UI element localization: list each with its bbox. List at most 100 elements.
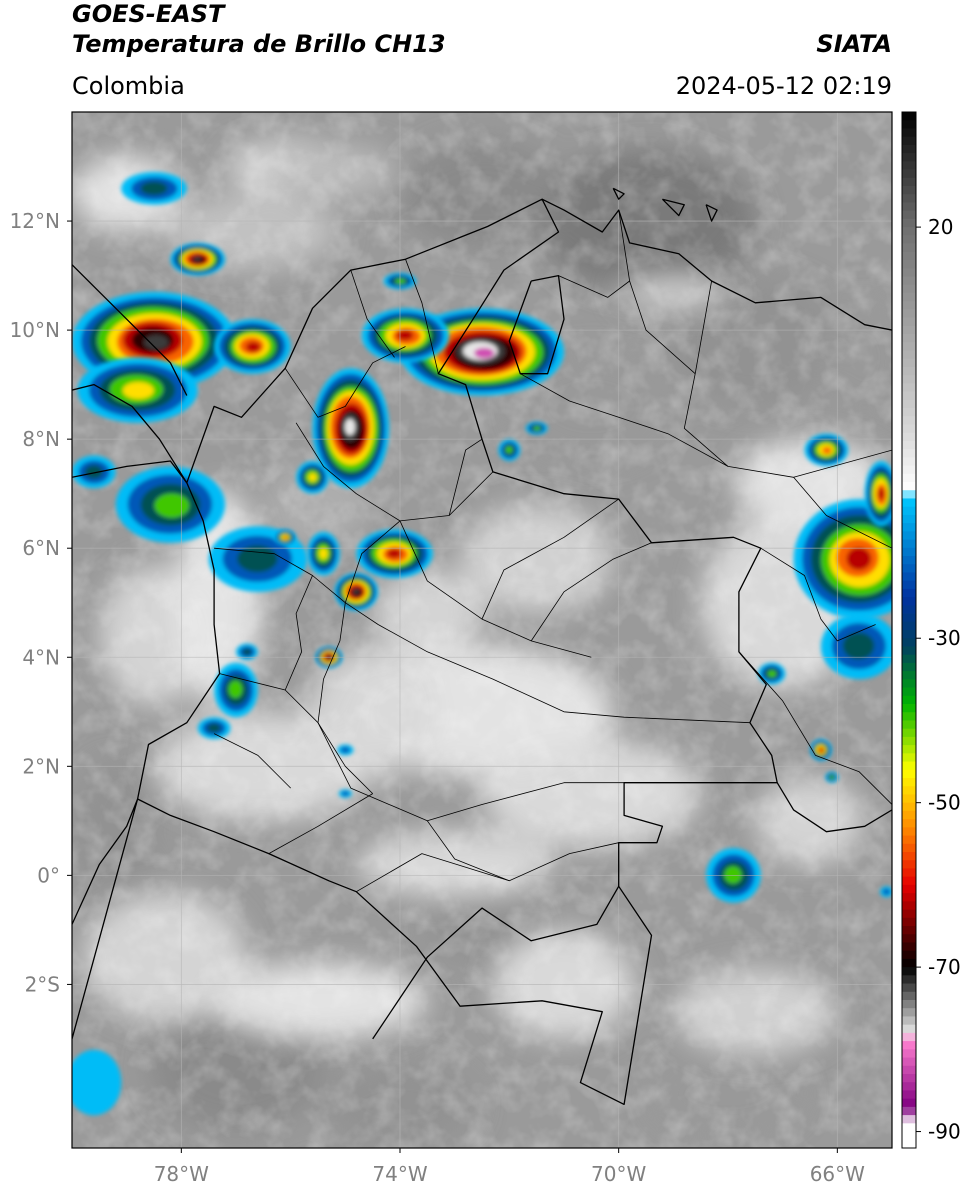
colorbar-segment: [902, 539, 916, 549]
colorbar-segment: [902, 366, 916, 376]
lat-tick-label: 4°N: [22, 645, 60, 669]
colorbar-segment: [902, 868, 916, 878]
boundary-panama: [72, 383, 188, 484]
colorbar-segment: [902, 556, 916, 565]
satellite-title: GOES-EAST: [72, 0, 225, 28]
storm-ring: [154, 493, 190, 518]
colorbar-segment: [902, 1074, 916, 1083]
colorbar-segment: [902, 260, 916, 269]
boundary-margarita: [925, 270, 958, 281]
colorbar-segment: [902, 745, 916, 754]
storm-ring: [308, 473, 317, 482]
colorbar-segment: [902, 523, 916, 532]
colorbar-segment: [902, 654, 916, 664]
colorbar-segment: [902, 432, 916, 442]
colorbar-segment: [902, 235, 916, 244]
lat-tick-label: 12°N: [10, 209, 60, 233]
internal-division-14: [426, 820, 510, 882]
latitude-ticks: 12°N 10°N 8°N 6°N 4°N 2°N 0° 2°S: [10, 209, 72, 996]
colorbar-segment: [902, 564, 916, 573]
longitude-ticks: 78°W 74°W 70°W 66°W: [154, 1148, 865, 1186]
colorbar-segment: [902, 383, 916, 392]
storm-cell-23: [793, 499, 892, 620]
colorbar-segment: [902, 679, 916, 688]
boundary-colombia: [136, 198, 778, 1106]
lat-tick-label: 2°S: [25, 972, 60, 996]
timestamp-label: 2024-05-12 02:19: [675, 72, 892, 100]
colorbar-segment: [902, 934, 916, 943]
colorbar-segment: [902, 1024, 916, 1034]
colorbar-segment: [902, 597, 916, 606]
colorbar-segment: [902, 424, 916, 434]
colorbar-segment: [902, 950, 916, 960]
colorbar-segment: [902, 819, 916, 828]
colorbar-segment: [902, 1016, 916, 1026]
internal-division-18: [448, 438, 483, 516]
colorbar-segment: [902, 399, 916, 409]
organization-label: SIATA: [816, 30, 892, 58]
colorbar-segment: [902, 375, 916, 384]
storm-cell-10: [361, 308, 450, 363]
colorbar-segment: [902, 827, 916, 836]
colorbar-segment: [902, 843, 916, 853]
storm-cell-29: [825, 771, 839, 783]
colorbar-segment: [902, 391, 916, 401]
colorbar-segment: [902, 810, 916, 820]
boundary-nicaragua_coast: [72, 264, 188, 396]
internal-division-0: [295, 422, 401, 522]
storm-cell-4: [72, 455, 116, 489]
colorbar-segment: [902, 301, 916, 310]
lon-tick-label: 78°W: [154, 1162, 209, 1186]
colorbar-segment: [902, 276, 916, 286]
storm-cell-33: [879, 886, 892, 898]
storm-cell-7: [312, 368, 390, 489]
storm-ring: [245, 341, 261, 353]
storm-ring: [396, 330, 414, 341]
colorbar-segment: [902, 1139, 916, 1149]
colorbar-segment: [902, 268, 916, 277]
storm-ring: [237, 545, 278, 573]
storm-ring: [842, 632, 875, 660]
internal-division-26: [793, 477, 892, 549]
colorbar-segment: [902, 588, 916, 598]
colorbar-segment: [902, 128, 916, 138]
colorbar-segment: [902, 161, 916, 170]
colorbar-segment: [902, 835, 916, 845]
internal-division-3: [405, 259, 439, 374]
storm-cell-16: [307, 531, 340, 576]
colorbar-segment: [902, 350, 916, 360]
internal-division-17: [284, 575, 313, 691]
colorbar-segment: [902, 671, 916, 680]
colorbar-segment: [902, 531, 916, 540]
colorbar-segment: [902, 926, 916, 935]
colorbar-segment: [902, 186, 916, 195]
storm-ring: [144, 335, 169, 350]
colorbar-segment: [902, 1032, 916, 1042]
lat-tick-label: 6°N: [22, 536, 60, 560]
colorbar-segment: [902, 967, 916, 976]
lat-tick-label: 10°N: [10, 318, 60, 342]
lat-tick-label: 8°N: [22, 427, 60, 451]
colorbar-segment: [902, 753, 916, 762]
storm-cells-layer: [72, 171, 892, 1116]
storm-ring: [140, 181, 168, 196]
storm-ring: [84, 465, 103, 479]
colorbar-segment: [902, 687, 916, 697]
colorbar-segment: [902, 662, 916, 672]
colorbar-segment: [902, 638, 916, 647]
internal-division-10: [481, 498, 619, 620]
internal-division-9: [530, 542, 652, 642]
colorbar-tick-label: -30: [928, 626, 961, 650]
storm-ring: [352, 588, 360, 595]
colorbar-segment: [902, 761, 916, 771]
colorbar-segment: [902, 1115, 916, 1124]
colorbar-segment: [902, 1098, 916, 1108]
colorbar-segment: [902, 1082, 916, 1091]
colorbar-frame: [901, 111, 917, 1149]
storm-cell-6: [121, 171, 187, 205]
internal-division-22: [558, 275, 630, 298]
lat-tick-label: 0°: [37, 863, 60, 887]
texture-layer: [72, 112, 892, 1148]
colorbar-segment: [902, 901, 916, 910]
